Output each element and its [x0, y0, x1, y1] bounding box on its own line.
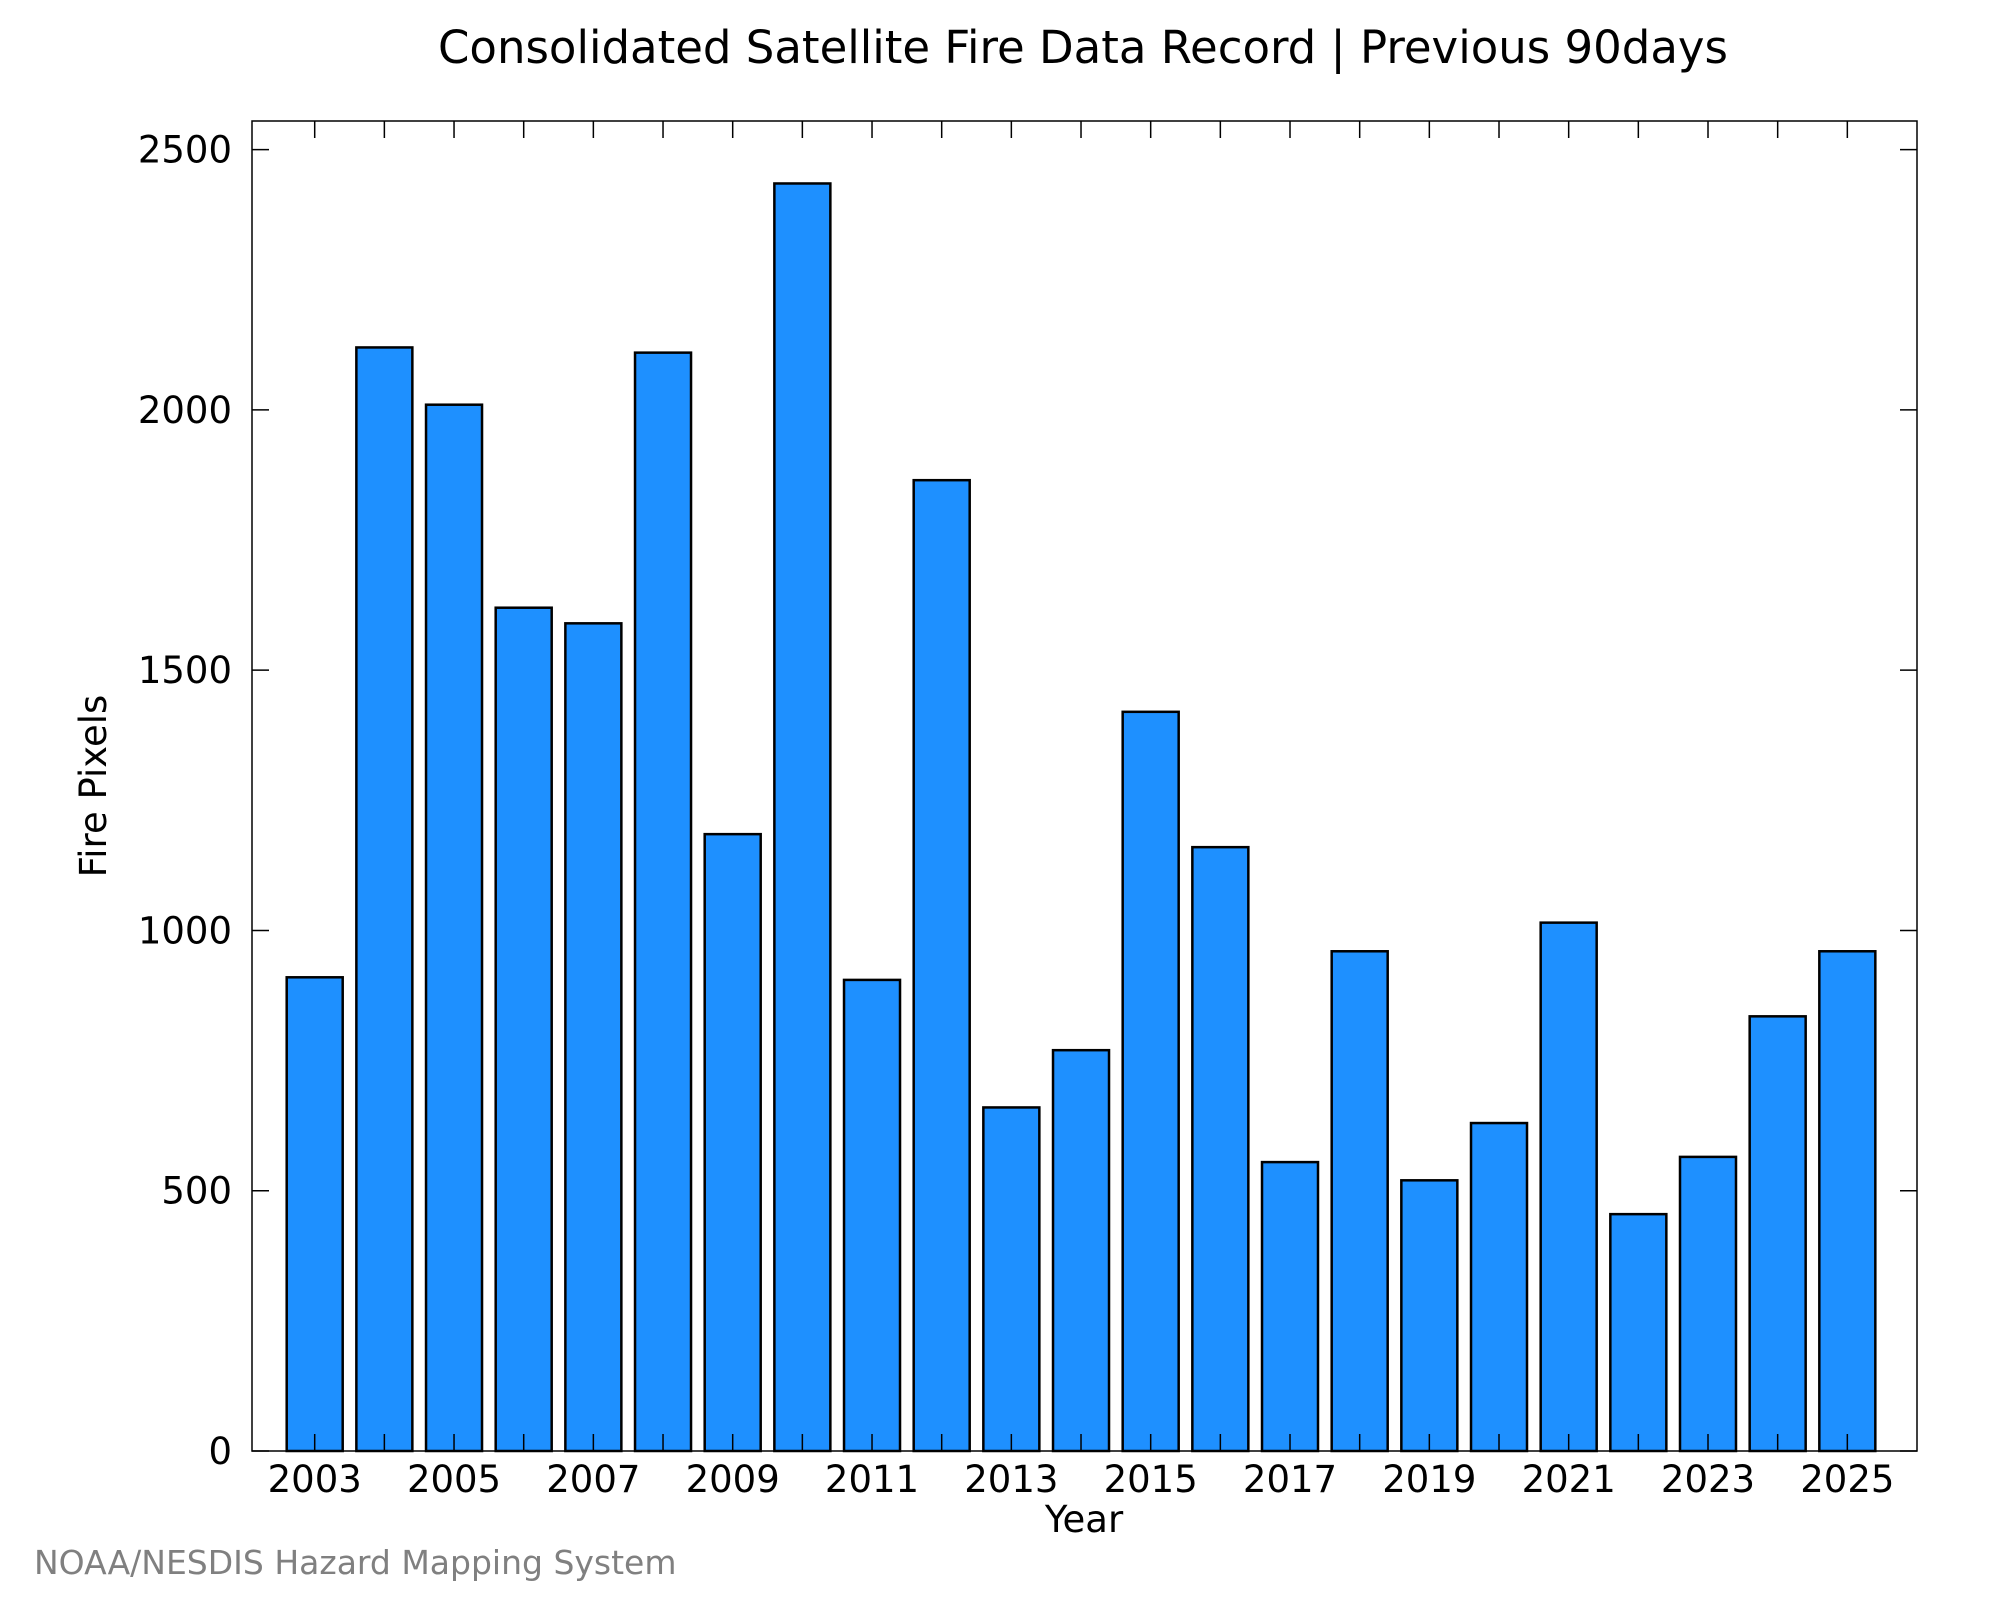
x-tick-label-2019: 2019	[1382, 1458, 1476, 1501]
plot-frame	[251, 120, 1918, 1452]
x-tick-label-2007: 2007	[546, 1458, 640, 1501]
ticks-layer	[252, 121, 1917, 1452]
y-tick-label-500: 500	[161, 1170, 232, 1213]
x-tick-label-2023: 2023	[1661, 1458, 1755, 1501]
bar-2012	[912, 478, 971, 1453]
bar-2018	[1330, 950, 1389, 1453]
bar-2010	[773, 182, 832, 1453]
bar-2013	[982, 1106, 1041, 1453]
y-tick-label-2500: 2500	[138, 129, 232, 172]
x-tick-label-2021: 2021	[1522, 1458, 1616, 1501]
x-tick-label-2017: 2017	[1243, 1458, 1337, 1501]
bar-2015	[1121, 710, 1180, 1453]
bar-2007	[564, 622, 623, 1453]
bar-2009	[703, 832, 762, 1453]
bar-2024	[1748, 1015, 1807, 1453]
x-tick-label-2015: 2015	[1104, 1458, 1198, 1501]
bar-2005	[424, 403, 484, 1453]
x-tick-label-2025: 2025	[1800, 1458, 1894, 1501]
bar-2025	[1818, 950, 1877, 1453]
x-axis-label: Year	[1044, 1498, 1124, 1541]
x-tick-label-2013: 2013	[964, 1458, 1058, 1501]
bar-2008	[633, 351, 693, 1453]
bar-2004	[355, 346, 414, 1453]
y-tick-label-2000: 2000	[138, 389, 232, 432]
bar-2022	[1609, 1212, 1668, 1453]
x-tick-label-2009: 2009	[686, 1458, 780, 1501]
tick-labels-layer: 0 500 1000 1500 2000 2500 2003 2005 2007 2009 2011…	[138, 129, 1895, 1501]
bar-2006	[494, 606, 553, 1453]
x-tick-label-2011: 2011	[825, 1458, 919, 1501]
x-tick-label-2003: 2003	[268, 1458, 362, 1501]
chart-title: Consolidated Satellite Fire Data Record …	[438, 21, 1728, 74]
bar-2019	[1400, 1179, 1459, 1453]
y-axis-label: Fire Pixels	[72, 695, 115, 878]
bar-2017	[1260, 1160, 1320, 1453]
bar-2014	[1051, 1048, 1111, 1453]
y-tick-label-0: 0	[208, 1430, 232, 1473]
bar-2020	[1469, 1121, 1529, 1453]
credit-text: NOAA/NESDIS Hazard Mapping System	[34, 1543, 677, 1582]
x-tick-label-2005: 2005	[407, 1458, 501, 1501]
bar-2023	[1678, 1155, 1738, 1453]
y-tick-label-1500: 1500	[138, 649, 232, 692]
bar-2021	[1539, 921, 1598, 1453]
bar-2011	[842, 978, 902, 1453]
y-tick-label-1000: 1000	[138, 909, 232, 952]
bar-2016	[1191, 845, 1250, 1453]
bars-layer	[285, 182, 1877, 1453]
bar-2003	[285, 976, 344, 1453]
